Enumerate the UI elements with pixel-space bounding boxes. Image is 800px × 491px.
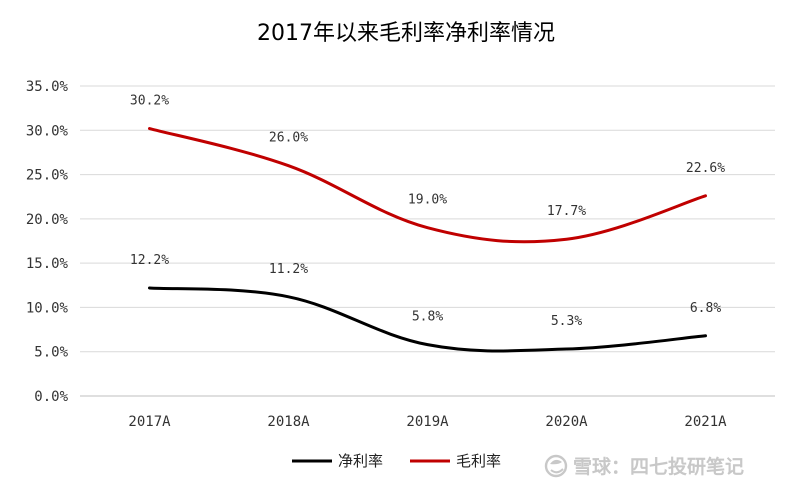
y-tick-label: 35.0%: [26, 79, 69, 95]
y-tick-label: 5.0%: [34, 345, 68, 361]
data-label: 5.8%: [412, 310, 443, 325]
data-label: 6.8%: [690, 301, 721, 316]
gridlines: [80, 85, 775, 397]
data-label: 30.2%: [130, 94, 169, 109]
y-tick-label: 20.0%: [26, 212, 69, 228]
snowball-logo-icon: [544, 454, 568, 478]
y-axis-ticks: 0.0% 5.0% 10.0% 15.0% 20.0% 25.0% 30.0% 35.0%: [26, 79, 69, 405]
watermark-text: 雪球：四七投研笔记: [573, 455, 744, 478]
x-axis-ticks: 2017A 2018A 2019A 2020A 2021A: [128, 414, 727, 430]
chart-title: 2017年以来毛利率净利率情况: [257, 21, 555, 46]
data-label: 22.6%: [686, 161, 725, 176]
x-tick-label: 2018A: [267, 414, 310, 430]
data-label: 11.2%: [269, 262, 308, 277]
legend-label: 毛利率: [456, 452, 501, 470]
x-tick-label: 2019A: [406, 414, 449, 430]
y-tick-label: 25.0%: [26, 168, 69, 184]
legend: 净利率 毛利率: [292, 452, 501, 470]
legend-label: 净利率: [338, 452, 383, 470]
series-line: [148, 127, 707, 244]
y-tick-label: 15.0%: [26, 256, 69, 272]
watermark: 雪球：四七投研笔记: [544, 454, 744, 478]
data-label: 17.7%: [547, 204, 586, 219]
series-line: [148, 286, 707, 353]
data-labels: 12.2% 11.2% 5.8% 5.3% 6.8% 30.2% 26.0% 19.0% 17.…: [130, 94, 725, 330]
data-label: 12.2%: [130, 253, 169, 268]
y-tick-label: 10.0%: [26, 300, 69, 316]
data-label: 26.0%: [269, 131, 308, 146]
data-label: 5.3%: [551, 314, 582, 329]
data-label: 19.0%: [408, 193, 447, 208]
x-tick-label: 2020A: [545, 414, 588, 430]
x-tick-label: 2021A: [684, 414, 727, 430]
x-tick-label: 2017A: [128, 414, 171, 430]
y-tick-label: 30.0%: [26, 123, 69, 139]
y-tick-label: 0.0%: [34, 389, 68, 405]
series-lines: [148, 127, 707, 353]
